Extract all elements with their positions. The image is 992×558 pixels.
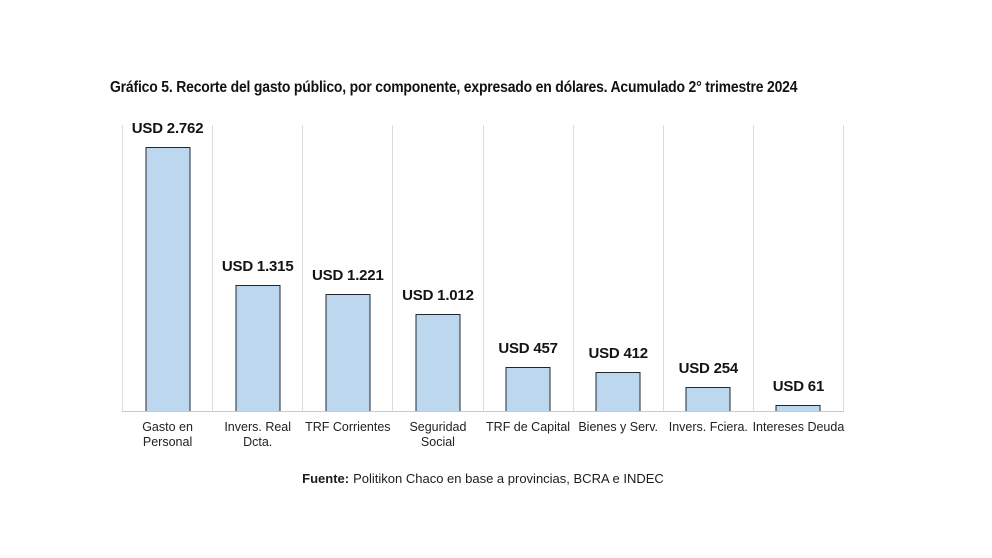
plot-area: USD 2.762 Gasto en Personal USD 1.315 Inver… <box>122 120 844 449</box>
source-label: Fuente: <box>302 471 350 486</box>
bar <box>775 405 821 411</box>
bar <box>145 146 191 411</box>
chart-column: USD 1.221 TRF Corrientes <box>302 125 392 434</box>
category-label: Gasto en Personal <box>142 420 193 449</box>
bar-value-label: USD 1.012 <box>402 287 474 305</box>
bar <box>235 285 281 411</box>
source-note: Fuente: Politikon Chaco en base a provinc… <box>122 471 844 486</box>
chart-column: USD 457 TRF de Capital <box>482 125 573 434</box>
chart-column: USD 1.012 Seguridad Social <box>392 125 482 449</box>
source-text: Politikon Chaco en base a provincias, BC… <box>353 471 664 486</box>
category-label: Invers. Fciera. <box>668 420 748 434</box>
category-label: Seguridad Social <box>409 420 467 449</box>
bar <box>325 294 371 411</box>
bar <box>415 314 461 411</box>
bar-value-label: USD 254 <box>678 359 739 377</box>
category-label: TRF de Capital <box>486 420 571 434</box>
category-label: Intereses Deuda <box>752 420 845 434</box>
chart-column: USD 2.762 Gasto en Personal <box>122 120 212 449</box>
chart-column: USD 1.315 Invers. Real Dcta. <box>212 125 302 449</box>
chart-column: USD 412 Bienes y Serv. <box>572 125 663 434</box>
bar-value-label: USD 1.315 <box>221 258 294 276</box>
bar-value-label: USD 61 <box>772 378 825 396</box>
bar <box>595 371 641 411</box>
bar-value-label: USD 2.762 <box>131 119 204 137</box>
category-label: Invers. Real Dcta. <box>224 420 292 449</box>
bar-value-label: USD 1.221 <box>312 267 384 285</box>
bar-value-label: USD 412 <box>588 344 648 362</box>
chart-title: Gráfico 5. Recorte del gasto público, po… <box>110 79 798 96</box>
bar <box>685 386 731 411</box>
chart-column: USD 254 Invers. Fciera. <box>662 125 753 434</box>
chart-column: USD 61 Intereses Deuda <box>753 125 844 434</box>
category-label: TRF Corrientes <box>305 420 391 434</box>
bar <box>505 367 551 411</box>
bar-value-label: USD 457 <box>498 340 558 358</box>
category-label: Bienes y Serv. <box>578 420 659 434</box>
